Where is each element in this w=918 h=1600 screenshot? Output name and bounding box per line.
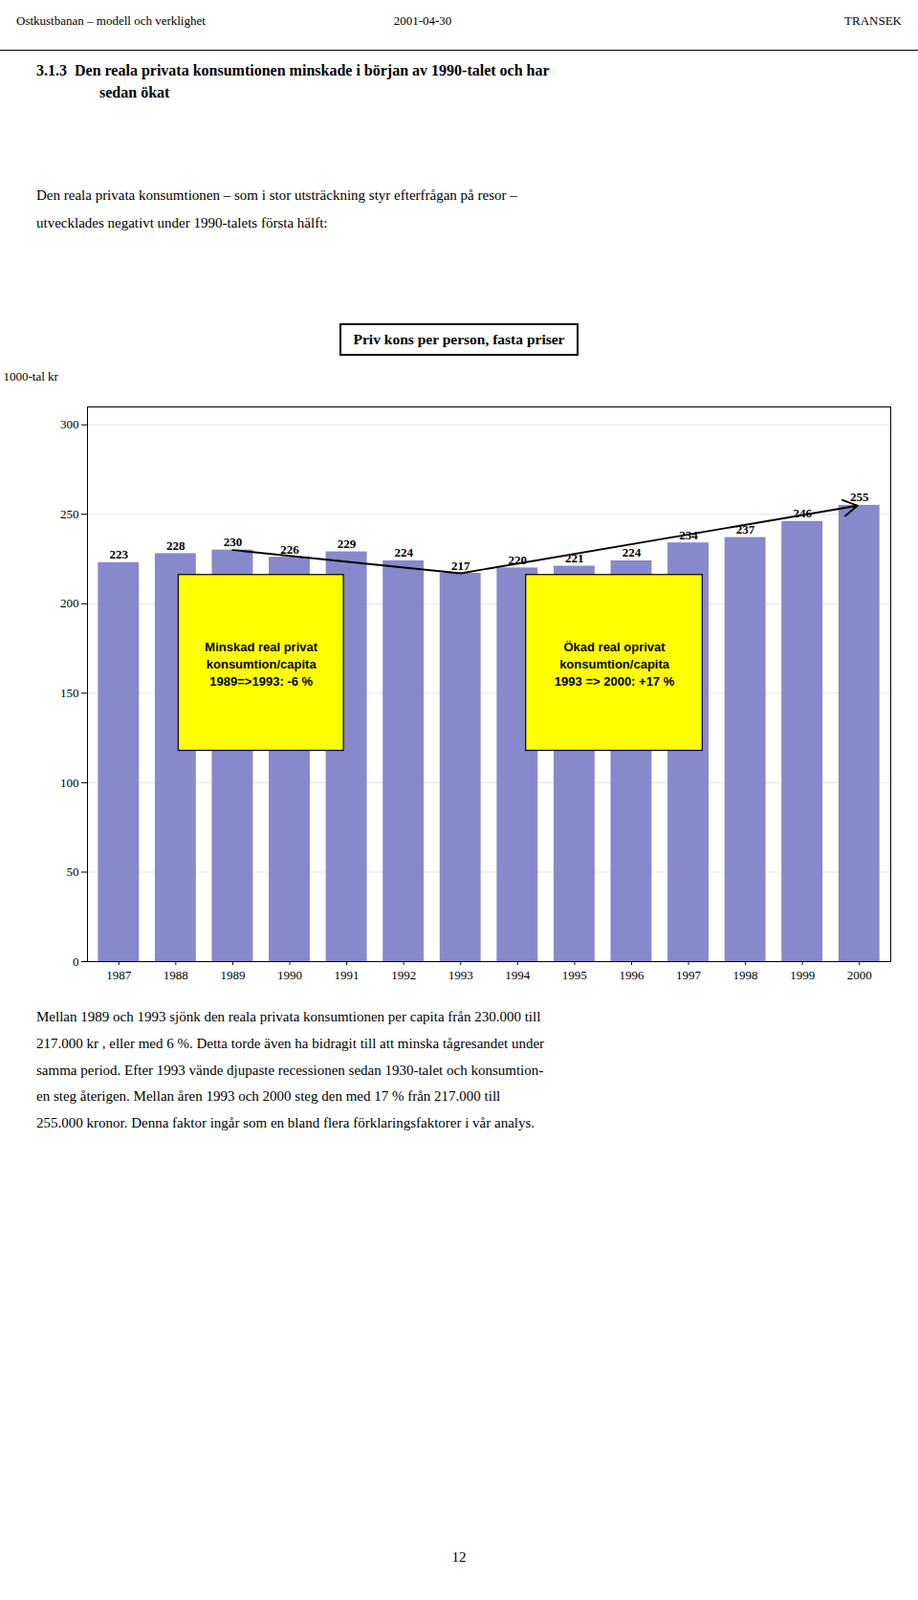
html-text:sedan ökat: sedan ökat: [99, 84, 170, 101]
svg-text:300: 300: [60, 416, 80, 432]
svg-text:1996: 1996: [618, 967, 645, 983]
svg-text:250: 250: [60, 506, 80, 522]
svg-text:230: 230: [223, 534, 243, 549]
html-text:Priv kons per person, fasta pr: Priv kons per person, fasta priser: [353, 330, 565, 348]
svg-text:1993: 1993: [448, 967, 474, 983]
svg-text:246: 246: [793, 506, 812, 521]
svg-text:224: 224: [393, 545, 414, 560]
svg-text:150: 150: [60, 685, 80, 700]
html-text:TRANSEK: TRANSEK: [844, 13, 902, 28]
svg-text:1999: 1999: [789, 967, 815, 983]
svg-text:1998: 1998: [733, 967, 759, 983]
svg-text:229: 229: [337, 536, 357, 551]
html-text:3.1.3 Den reala privata konsum: 3.1.3 Den reala privata konsumtionen min…: [36, 62, 550, 79]
svg-text:1994: 1994: [504, 967, 531, 983]
svg-text:2000: 2000: [847, 967, 873, 983]
html-text:12: 12: [451, 1549, 467, 1565]
svg-text:Minskad real privatkonsumtion/: Minskad real privatkonsumtion/capita1989…: [204, 639, 318, 689]
svg-text:200: 200: [60, 595, 80, 611]
html-text:utvecklades negativt under 199: utvecklades negativt under 1990-talets f…: [36, 214, 328, 230]
svg-text:50: 50: [66, 864, 80, 879]
svg-text:255: 255: [850, 489, 870, 504]
html-text:Ostkustbanan – modell och verk: Ostkustbanan – modell och verklighet: [16, 13, 206, 28]
html-text:255.000 kronor. Denna faktor i: 255.000 kronor. Denna faktor ingår som e…: [36, 1114, 535, 1131]
svg-text:217: 217: [451, 558, 471, 573]
svg-text:228: 228: [166, 538, 186, 553]
svg-text:100: 100: [60, 775, 80, 790]
html-text:Mellan 1989 och 1993 sjönk den: Mellan 1989 och 1993 sjönk den reala pri…: [36, 1008, 541, 1025]
svg-text:0: 0: [72, 954, 80, 969]
svg-text:223: 223: [109, 546, 130, 562]
svg-text:237: 237: [736, 522, 755, 537]
svg-text:224: 224: [622, 545, 642, 560]
svg-text:1989: 1989: [219, 967, 245, 983]
svg-text:1992: 1992: [391, 967, 416, 983]
svg-text:1988: 1988: [163, 967, 189, 983]
html-text:2001-04-30: 2001-04-30: [393, 13, 452, 28]
html-text:217.000 kr , eller med 6 %. De: 217.000 kr , eller med 6 %. Detta torde …: [36, 1035, 545, 1051]
svg-text:226: 226: [280, 542, 300, 557]
svg-text:221: 221: [565, 550, 584, 566]
svg-text:220: 220: [508, 552, 527, 567]
svg-text:Ökad real oprivatkonsumtion/ca: Ökad real oprivatkonsumtion/capita1993 =…: [554, 639, 676, 689]
svg-text:1990: 1990: [277, 967, 303, 983]
svg-text:1995: 1995: [562, 967, 588, 983]
svg-text:1991: 1991: [334, 967, 360, 983]
html-text:Den reala privata konsumtionen: Den reala privata konsumtionen – som i s…: [36, 187, 518, 203]
svg-text:1997: 1997: [676, 967, 702, 983]
svg-text:1987: 1987: [106, 967, 132, 983]
svg-text:1000-tal kr: 1000-tal kr: [3, 369, 60, 384]
html-text:samma period. Efter 1993 vände: samma period. Efter 1993 vände djupaste …: [36, 1061, 544, 1078]
svg-text:234: 234: [679, 527, 698, 542]
html-text:en steg återigen. Mellan åren: en steg återigen. Mellan åren 1993 och 2…: [36, 1088, 501, 1104]
